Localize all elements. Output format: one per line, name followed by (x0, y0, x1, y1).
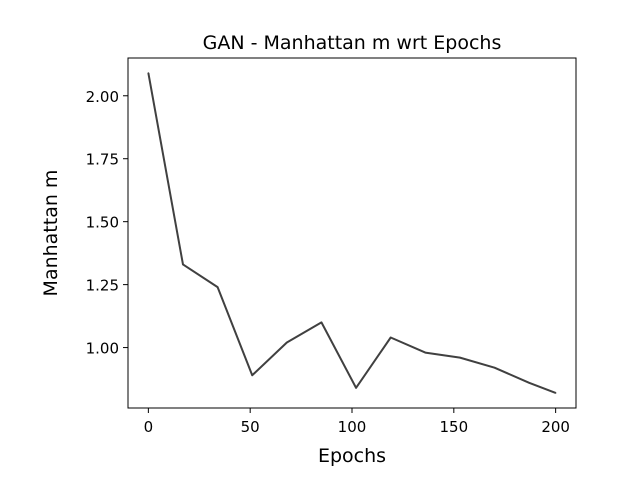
data-point (459, 356, 461, 359)
y-tick-label: 1.00 (86, 340, 119, 358)
data-point (424, 351, 427, 354)
x-tick-label: 150 (439, 418, 468, 436)
series-line (147, 72, 556, 394)
x-axis-label: Epochs (318, 445, 386, 467)
y-tick-label: 2.00 (86, 88, 119, 106)
plot-frame (127, 57, 577, 409)
x-tick-label: 50 (241, 418, 260, 436)
data-point (554, 392, 557, 394)
data-point (286, 341, 288, 344)
data-point (320, 321, 323, 324)
y-axis-label: Manhattan m (40, 170, 62, 297)
data-point (528, 382, 530, 384)
y-tick-label: 1.50 (86, 214, 119, 232)
data-point (147, 72, 150, 74)
x-tick-label: 0 (144, 418, 154, 436)
chart-title: GAN - Manhattan m wrt Epochs (203, 32, 502, 54)
y-tick-label: 1.75 (86, 151, 119, 169)
data-point (216, 286, 219, 288)
data-point (355, 387, 357, 389)
data-point (251, 374, 254, 377)
data-point (493, 366, 496, 369)
x-tick-label: 200 (541, 418, 570, 436)
data-point (389, 336, 392, 339)
y-tick-label: 1.25 (86, 277, 119, 295)
x-tick-label: 100 (338, 418, 367, 436)
plot-area (147, 72, 557, 394)
data-point (182, 263, 184, 266)
